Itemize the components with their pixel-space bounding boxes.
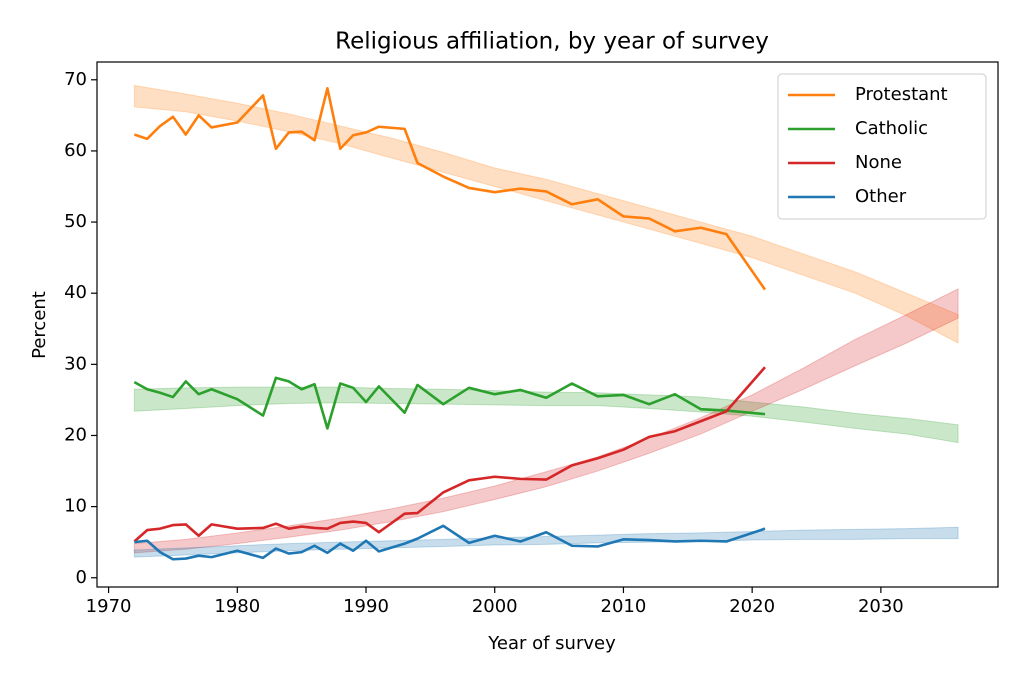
x-tick-label: 2010 [601, 596, 647, 617]
series-line [133, 87, 767, 291]
x-tick-label: 2020 [729, 596, 775, 617]
y-tick-label: 20 [64, 424, 87, 445]
plot-frame [96, 61, 999, 588]
series-line [134, 524, 766, 561]
legend-label: Protestant [855, 84, 948, 105]
series-line [133, 376, 766, 430]
legend-box [777, 73, 987, 220]
x-tick-label: 1980 [214, 596, 260, 617]
legend-label: Other [855, 186, 907, 207]
y-tick-label: 0 [76, 567, 87, 588]
y-tick-label: 60 [64, 140, 87, 161]
y-tick-label: 50 [64, 211, 87, 232]
chart-title: Religious affiliation, by year of survey [335, 29, 769, 55]
y-tick-label: 10 [64, 496, 87, 517]
x-tick-label: 1970 [86, 596, 132, 617]
x-tick-label: 2030 [858, 596, 904, 617]
legend-label: None [855, 152, 902, 173]
x-tick-label: 2000 [472, 596, 518, 617]
y-tick-label: 30 [64, 353, 87, 374]
legend-label: Catholic [855, 118, 928, 139]
interval-band [133, 288, 959, 554]
interval-band [133, 386, 959, 444]
y-axis-label: Percent [29, 291, 50, 359]
y-tick-label: 40 [64, 282, 87, 303]
interval-band [133, 526, 959, 558]
x-tick-label: 1990 [343, 596, 389, 617]
y-tick-label: 70 [64, 69, 87, 90]
series-line [133, 366, 767, 543]
x-axis-label: Year of survey [487, 633, 616, 654]
